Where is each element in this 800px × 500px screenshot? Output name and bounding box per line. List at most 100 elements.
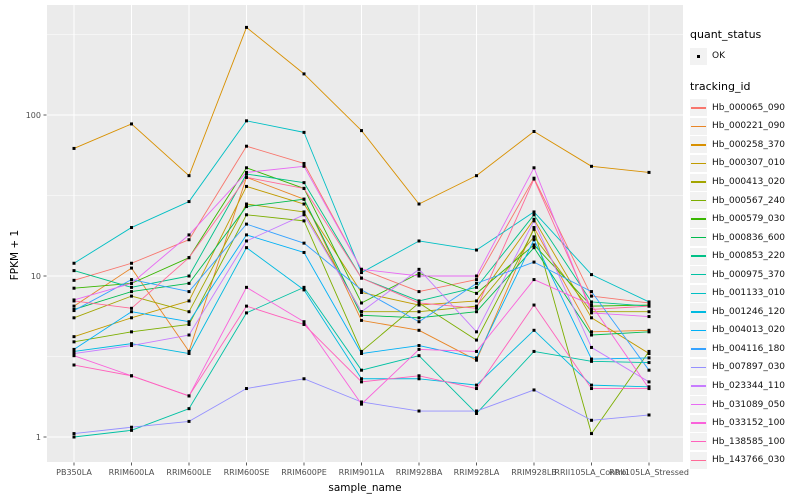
- legend-item-label: Hb_138585_100: [712, 436, 786, 447]
- legend-item: Hb_004116_180: [690, 340, 800, 359]
- data-point: [130, 285, 133, 289]
- data-point: [302, 241, 306, 245]
- legend-key-swatch: [690, 136, 707, 154]
- data-point: [647, 304, 651, 308]
- data-point: [417, 344, 421, 348]
- legend-color-line: [691, 292, 706, 294]
- legend-color-line: [691, 218, 706, 220]
- data-point: [590, 307, 593, 311]
- data-point: [360, 380, 363, 384]
- data-point: [360, 402, 363, 406]
- legend-color-line: [691, 329, 706, 332]
- legend-key-swatch: [690, 247, 707, 265]
- data-point: [417, 271, 421, 275]
- legend-color-line: [691, 236, 706, 239]
- data-point: [72, 304, 76, 308]
- legend-item: Hb_000413_020: [690, 173, 800, 192]
- legend-key-swatch: [690, 210, 707, 228]
- data-point: [130, 310, 133, 314]
- data-point: [417, 202, 421, 206]
- data-point: [475, 304, 478, 308]
- data-point: [475, 349, 478, 353]
- legend-color-line: [691, 311, 706, 313]
- data-point: [187, 274, 191, 278]
- data-point: [187, 238, 191, 242]
- data-point: [72, 146, 76, 150]
- data-point: [417, 303, 421, 307]
- legend-color-line: [691, 199, 706, 202]
- data-point: [72, 316, 76, 320]
- data-point: [532, 235, 536, 239]
- data-point: [130, 281, 133, 285]
- legend-item-label: Hb_000567_240: [712, 195, 786, 206]
- data-point: [647, 413, 651, 417]
- data-point: [532, 226, 536, 230]
- data-point: [72, 299, 76, 303]
- data-point: [302, 164, 306, 168]
- legend-key-swatch: [690, 173, 707, 191]
- data-point: [360, 377, 363, 381]
- data-point: [417, 354, 421, 358]
- data-point: [360, 313, 363, 317]
- data-point: [72, 309, 76, 313]
- legend-item: Hb_001246_120: [690, 303, 800, 322]
- x-tick-label: RRIM600PE: [281, 468, 327, 477]
- data-point: [647, 387, 651, 391]
- legend-item-ok: OK: [690, 47, 800, 66]
- data-point: [417, 239, 421, 243]
- legend-key-swatch: [690, 396, 707, 414]
- data-point: [417, 377, 421, 381]
- legend-item: Hb_031089_050: [690, 395, 800, 414]
- data-point: [532, 213, 536, 217]
- data-point: [475, 248, 478, 252]
- data-point: [187, 290, 191, 294]
- legend-item: Hb_138585_100: [690, 432, 800, 451]
- data-point: [302, 161, 306, 165]
- legend-item: Hb_000836_600: [690, 228, 800, 247]
- data-point: [302, 250, 306, 254]
- data-point: [417, 409, 421, 413]
- data-point: [417, 328, 421, 332]
- x-tick-label: RRIM600SE: [224, 468, 270, 477]
- data-point: [302, 210, 306, 214]
- legend-item-label: Hb_000221_090: [712, 121, 786, 132]
- data-point: [475, 274, 478, 278]
- legend-item-label: Hb_001246_120: [712, 306, 786, 317]
- data-point: [532, 260, 536, 264]
- data-point: [245, 311, 248, 315]
- legend-item-label: Hb_000975_370: [712, 269, 786, 280]
- data-point: [647, 315, 651, 319]
- legend-item-label: Hb_001133_010: [712, 288, 786, 299]
- data-point: [590, 418, 593, 422]
- data-point: [72, 335, 76, 339]
- data-point: [302, 181, 306, 185]
- data-point: [590, 357, 593, 361]
- data-point: [187, 322, 191, 326]
- data-point: [130, 342, 133, 346]
- data-point: [130, 344, 133, 348]
- x-tick-label: RRIM600LE: [166, 468, 211, 477]
- data-point: [417, 320, 421, 324]
- data-point: [360, 276, 363, 280]
- legend-quant-status-title: quant_status: [690, 28, 762, 41]
- legend-item-label: Hb_033152_100: [712, 418, 786, 429]
- point-marker-icon: [697, 54, 700, 58]
- data-point: [475, 358, 478, 362]
- data-point: [130, 428, 133, 432]
- data-point: [302, 288, 306, 292]
- data-point: [187, 200, 191, 204]
- data-point: [360, 301, 363, 305]
- data-point: [590, 164, 593, 168]
- legend-color-line: [691, 162, 706, 165]
- data-point: [72, 269, 76, 273]
- legend: quant_status OK tracking_id Hb_000065_09…: [690, 0, 800, 469]
- legend-item-label: Hb_000579_030: [712, 214, 786, 225]
- x-axis-title: sample_name: [328, 482, 402, 494]
- data-point: [647, 349, 651, 353]
- data-point: [302, 197, 306, 201]
- data-point: [647, 356, 651, 360]
- legend-tracking-items: Hb_000065_090 Hb_000221_090 Hb_000258_370 H…: [690, 99, 800, 470]
- data-point: [590, 432, 593, 436]
- data-point: [532, 278, 536, 282]
- legend-key-swatch: [690, 99, 707, 117]
